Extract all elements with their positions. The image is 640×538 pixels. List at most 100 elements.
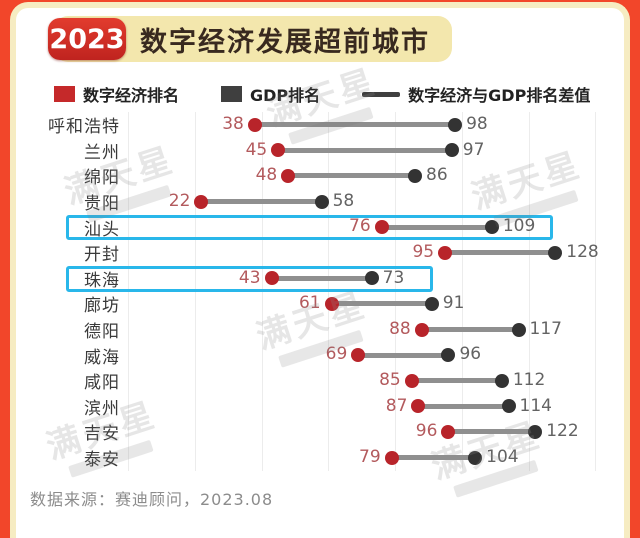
row-plot: 85 112 — [128, 368, 612, 394]
digital-economy-rank-value: 45 — [245, 139, 268, 160]
digital-economy-rank-value: 76 — [349, 216, 371, 237]
highlight-box-珠海 — [66, 266, 433, 292]
rank-gap-connector — [445, 250, 556, 256]
digital-economy-dot — [374, 220, 389, 235]
digital-economy-rank-value: 96 — [415, 421, 438, 442]
chart-legend: 数字经济排名 GDP排名 数字经济与GDP排名差值 — [54, 82, 614, 106]
gdp-rank-value: 112 — [512, 370, 546, 390]
gdp-dot — [444, 143, 459, 158]
gdp-dot — [528, 424, 543, 439]
city-label: 德阳 — [84, 322, 120, 343]
digital-economy-dot — [351, 348, 366, 363]
chart-row: 开封 95 128 — [16, 240, 624, 266]
legend-item-gdp: GDP排名 — [221, 82, 320, 106]
row-plot: 38 98 — [128, 112, 612, 138]
row-plot: 88 117 — [128, 317, 612, 343]
gdp-dot — [494, 373, 509, 388]
gdp-rank-value: 114 — [519, 395, 552, 416]
gdp-dot — [548, 245, 563, 260]
chart-row: 贵阳 22 58 — [16, 189, 624, 215]
digital-economy-dot — [414, 322, 429, 337]
gdp-rank-value: 86 — [426, 165, 448, 186]
year-badge: 2023 — [48, 18, 126, 60]
gdp-rank-value: 117 — [529, 318, 562, 339]
digital-economy-rank-value: 95 — [412, 242, 435, 262]
rank-gap-connector — [421, 327, 519, 333]
rank-gap-connector — [201, 199, 322, 205]
city-label: 汕头 — [84, 219, 120, 240]
infographic: { "header": { "year_badge": "2023", "tit… — [10, 2, 630, 538]
gdp-dot — [364, 271, 379, 286]
legend-label: 数字经济排名 — [83, 86, 180, 105]
infographic-card: 2023 数字经济发展超前城市 数字经济排名 GDP排名 数字经济与GDP排名差… — [10, 2, 630, 538]
digital-economy-dot — [404, 373, 419, 388]
gdp-rank-value: 97 — [462, 139, 485, 160]
gdp-rank-value: 91 — [442, 293, 465, 314]
rank-gap-connector — [381, 224, 492, 230]
digital-economy-rank-value: 88 — [389, 318, 411, 339]
chart-row: 泰安 79 104 — [16, 445, 624, 471]
digital-economy-dot — [281, 168, 296, 183]
gdp-rank-value: 128 — [566, 242, 599, 262]
chart-row: 吉安 96 122 — [16, 419, 624, 445]
rank-gap-connector — [391, 455, 476, 461]
row-plot: 96 122 — [128, 419, 612, 445]
highlight-box-汕头 — [66, 214, 553, 241]
row-plot: 48 86 — [128, 163, 612, 189]
page-title: 数字经济发展超前城市 — [140, 26, 430, 58]
digital-economy-rank-value: 85 — [379, 370, 401, 390]
city-label: 绵阳 — [84, 168, 120, 189]
row-plot: 76 109 — [128, 214, 612, 240]
legend-item-rank-gap: 数字经济与GDP排名差值 — [362, 82, 590, 106]
digital-economy-rank-value: 38 — [222, 114, 244, 134]
gdp-dot — [424, 296, 439, 311]
digital-economy-dot — [441, 424, 456, 439]
digital-economy-dot — [411, 399, 426, 414]
gdp-dot — [484, 220, 499, 235]
digital-economy-rank-value: 69 — [325, 344, 348, 365]
legend-label: 数字经济与GDP排名差值 — [408, 86, 591, 105]
digital-economy-rank-value: 43 — [238, 267, 261, 288]
gdp-rank-value: 96 — [459, 344, 482, 365]
rank-gap-connector — [278, 147, 452, 153]
city-label: 开封 — [84, 245, 120, 266]
digital-economy-rank-value: 61 — [298, 293, 321, 314]
digital-economy-dot — [438, 245, 453, 260]
city-label: 廊坊 — [84, 296, 120, 317]
digital-economy-dot — [247, 117, 262, 132]
digital-economy-swatch-icon — [54, 86, 75, 102]
digital-economy-rank-value: 48 — [255, 165, 278, 186]
row-plot: 69 96 — [128, 342, 612, 368]
chart-row: 咸阳 85 112 — [16, 368, 624, 394]
data-source-note: 数据来源：赛迪顾问，2023.08 — [30, 490, 274, 509]
dumbbell-chart: 呼和浩特 38 98 兰州 45 97 绵阳 48 86 贵阳 22 58 汕头 76 109 开封 95 128… — [16, 112, 624, 471]
row-plot: 95 128 — [128, 240, 612, 266]
gdp-rank-value: 58 — [332, 190, 355, 211]
digital-economy-rank-value: 22 — [168, 190, 191, 211]
gdp-dot — [314, 194, 329, 209]
chart-row: 廊坊 61 91 — [16, 291, 624, 317]
chart-row: 威海 69 96 — [16, 342, 624, 368]
chart-row: 滨州 87 114 — [16, 394, 624, 420]
title-banner: 2023 数字经济发展超前城市 — [48, 16, 452, 62]
chart-row: 绵阳 48 86 — [16, 163, 624, 189]
gdp-dot — [441, 348, 456, 363]
gdp-rank-value: 73 — [382, 267, 405, 288]
rank-gap-line-icon — [362, 91, 401, 97]
rank-gap-connector — [358, 352, 449, 358]
rank-gap-connector — [448, 429, 536, 435]
gdp-dot — [511, 322, 526, 337]
rank-gap-connector — [331, 301, 432, 307]
digital-economy-dot — [194, 194, 209, 209]
city-label: 滨州 — [84, 398, 120, 419]
digital-economy-rank-value: 87 — [385, 395, 408, 416]
city-label: 贵阳 — [84, 194, 120, 215]
digital-economy-rank-value: 79 — [359, 446, 381, 467]
rank-gap-connector — [288, 173, 416, 179]
gridline — [528, 112, 530, 471]
gridline — [461, 112, 463, 471]
city-label: 咸阳 — [84, 373, 120, 394]
row-plot: 45 97 — [128, 138, 612, 164]
city-label: 吉安 — [84, 424, 120, 445]
chart-row: 德阳 88 117 — [16, 317, 624, 343]
